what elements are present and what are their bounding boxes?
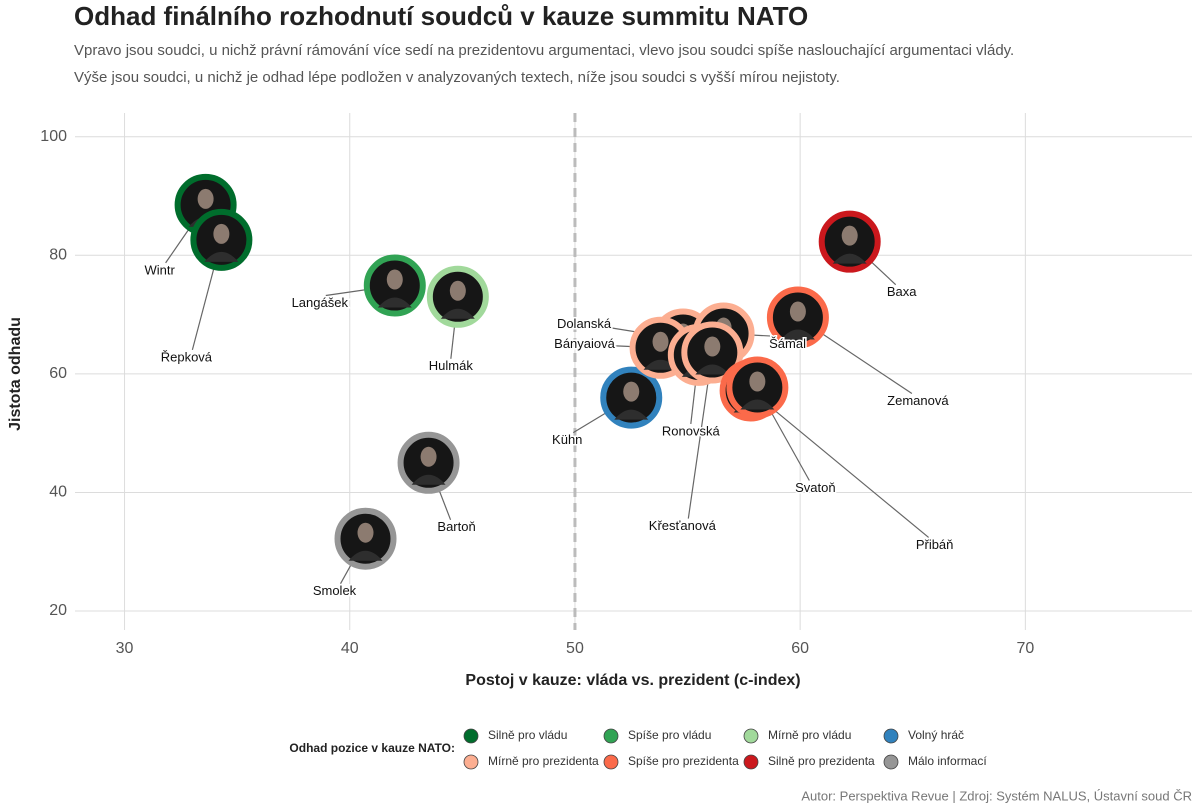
legend-label: Volný hráč	[908, 728, 964, 742]
subtitle: Výše jsou soudci, u nichž je odhad lépe …	[74, 69, 840, 86]
point-label: Svatoň	[795, 480, 835, 495]
x-axis-label: Postoj v kauze: vláda vs. prezident (c-i…	[465, 672, 800, 689]
portrait-body	[377, 297, 412, 308]
portrait-body	[832, 253, 867, 264]
legend-label: Spíše pro prezidenta	[628, 754, 739, 768]
portrait-face	[213, 223, 230, 244]
legend-label: Silně pro vládu	[488, 728, 567, 742]
legend-label: Mírně pro prezidenta	[488, 754, 599, 768]
portrait-body	[348, 550, 383, 561]
portrait-face	[652, 331, 669, 352]
legend-marker	[743, 754, 759, 770]
judge-point	[600, 366, 663, 429]
portrait-face	[197, 188, 214, 209]
point-label: Langášek	[292, 295, 349, 310]
point-label: Baxa	[887, 284, 917, 299]
judge-point	[726, 356, 789, 419]
portrait-face	[623, 381, 640, 402]
x-tick-label: 70	[1016, 640, 1034, 657]
point-label: Dolanská	[557, 316, 612, 331]
point-label: Řepková	[161, 349, 213, 364]
portrait-face	[789, 301, 806, 322]
judge-point	[363, 254, 426, 317]
point-label: Zemanová	[887, 393, 949, 408]
legend-label: Spíše pro vládu	[628, 728, 711, 742]
y-tick-label: 40	[49, 484, 67, 501]
point-label: Bányaiová	[554, 336, 615, 351]
point-label: Křesťanová	[649, 518, 717, 533]
point-label: Smolek	[313, 583, 357, 598]
y-axis-label: Jistota odhadu	[7, 317, 24, 431]
portrait-face	[357, 522, 374, 543]
point-label: Kühn	[552, 432, 582, 447]
point-label: Ronovská	[662, 423, 721, 438]
point-label: Přibáň	[916, 537, 954, 552]
portrait-body	[740, 399, 775, 410]
legend-label: Málo informací	[908, 754, 987, 768]
legend-marker	[463, 728, 479, 744]
judge-point	[818, 210, 881, 273]
subtitle: Vpravo jsou soudci, u nichž právní rámov…	[74, 42, 1014, 59]
portrait-body	[614, 409, 649, 420]
point-labels: Wintr Řepková Langášek Hulmák Kühn Dolanská Bá…	[143, 261, 955, 600]
leader-line	[750, 390, 929, 538]
point-label: Šámal	[769, 336, 806, 351]
portrait-face	[386, 269, 403, 290]
portrait-face	[449, 280, 466, 301]
legend-marker	[743, 728, 759, 744]
point-label: Bartoň	[437, 519, 475, 534]
portrait-body	[411, 474, 446, 485]
y-tick-label: 100	[40, 128, 67, 145]
legend-marker	[603, 728, 619, 744]
y-tick-label: 60	[49, 365, 67, 382]
portrait-body	[780, 329, 815, 340]
x-tick-label: 50	[566, 640, 584, 657]
point-label: Wintr	[144, 262, 175, 277]
legend-marker	[603, 754, 619, 770]
portrait-body	[204, 251, 239, 262]
portrait-body	[695, 364, 730, 375]
legend-marker	[883, 754, 899, 770]
portrait-face	[420, 446, 437, 467]
judge-point	[397, 431, 460, 494]
judge-point	[681, 321, 744, 384]
legend-marker	[463, 754, 479, 770]
judge-point	[190, 208, 253, 271]
y-tick-label: 80	[49, 247, 67, 264]
judge-point	[766, 286, 829, 349]
judge-point	[426, 265, 489, 328]
points	[174, 173, 881, 570]
leader-lines	[165, 204, 929, 584]
portrait-face	[749, 371, 766, 392]
legend-marker	[883, 728, 899, 744]
y-tick-label: 20	[49, 602, 67, 619]
legend-label: Mírně pro vládu	[768, 728, 851, 742]
portrait-face	[704, 336, 721, 357]
x-tick-label: 60	[791, 640, 809, 657]
x-tick-label: 40	[341, 640, 359, 657]
chart-title: Odhad finálního rozhodnutí soudců v kauz…	[74, 1, 808, 31]
portrait-face	[841, 225, 858, 246]
x-tick-label: 30	[116, 640, 134, 657]
point-label: Hulmák	[429, 358, 474, 373]
judge-point	[334, 507, 397, 570]
portrait-body	[440, 308, 475, 319]
caption: Autor: Perspektiva Revue | Zdroj: Systém…	[801, 788, 1192, 803]
legend-label: Silně pro prezidenta	[768, 754, 875, 768]
legend-title: Odhad pozice v kauze NATO:	[289, 741, 455, 755]
